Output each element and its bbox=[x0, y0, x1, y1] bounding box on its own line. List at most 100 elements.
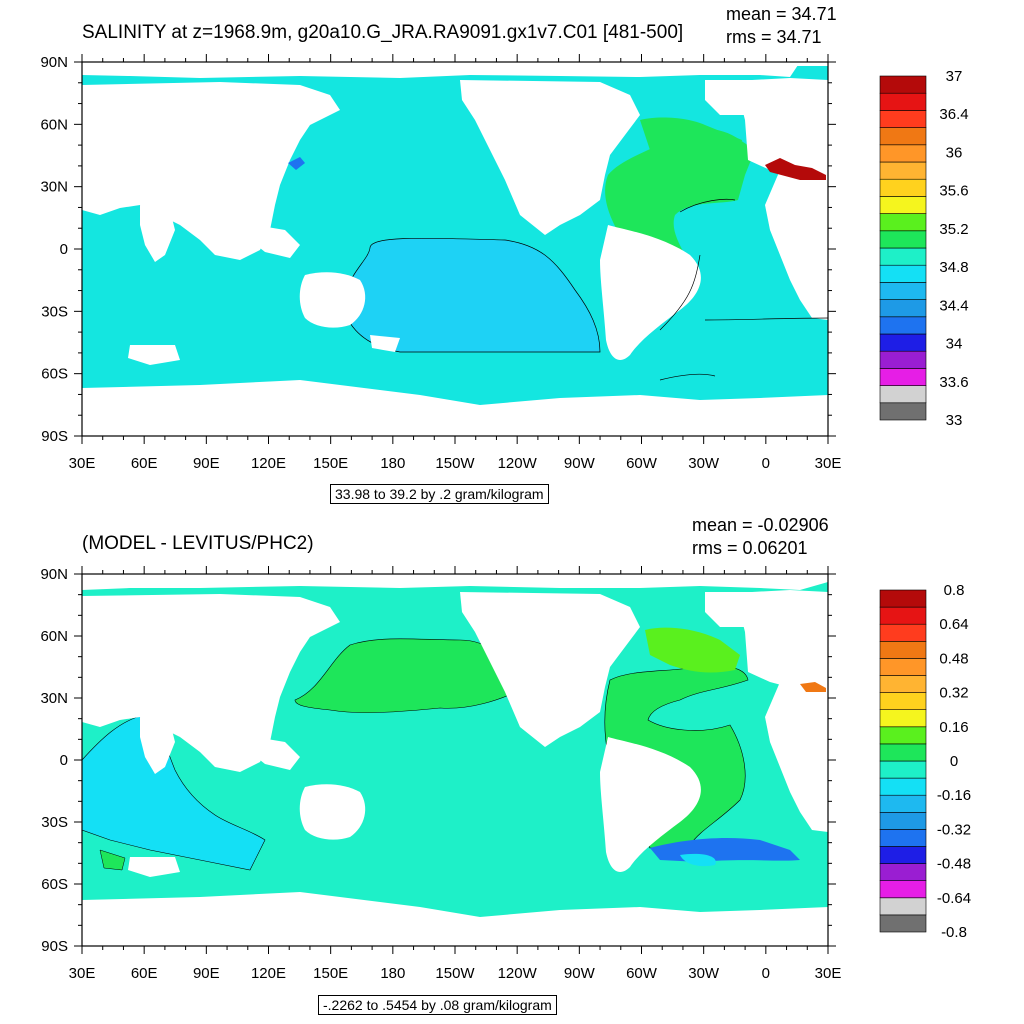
top-colorbar-label: 35.6 bbox=[939, 183, 968, 200]
bottom-colorbar-box bbox=[879, 589, 927, 608]
top-lon-label: 90E bbox=[193, 455, 220, 472]
top-lon-label: 180 bbox=[380, 455, 405, 472]
top-lon-label: 120E bbox=[251, 455, 286, 472]
bottom-colorbar-label: 0.8 bbox=[944, 582, 965, 599]
bottom-colorbar-box bbox=[879, 640, 927, 659]
bottom-colorbar-box bbox=[879, 623, 927, 642]
bottom-colorbar-label: 0.16 bbox=[939, 719, 968, 736]
bottom-colorbar-box bbox=[879, 846, 927, 864]
bottom-colorbar-label: 0.48 bbox=[939, 650, 968, 667]
bottom-mediterranean-positive bbox=[800, 682, 826, 692]
top-lon-label: 30W bbox=[688, 455, 720, 472]
top-okhotsk-low bbox=[288, 157, 305, 170]
top-contour-info: 33.98 to 39.2 by .2 gram/kilogram bbox=[330, 484, 549, 504]
bottom-lon-label: 150W bbox=[435, 965, 475, 982]
bottom-colorbar-box bbox=[879, 743, 927, 762]
bottom-lon-label: 120W bbox=[498, 965, 538, 982]
top-lat-label: 60S bbox=[41, 366, 68, 383]
bottom-colorbar-box bbox=[879, 777, 927, 796]
top-mediterranean-high bbox=[765, 158, 826, 180]
bottom-colorbar-label: -0.64 bbox=[937, 890, 971, 907]
bottom-lon-label: 150E bbox=[313, 965, 348, 982]
bottom-contour-info: -.2262 to .5454 by .08 gram/kilogram bbox=[318, 995, 557, 1015]
top-colorbar-box bbox=[879, 75, 927, 94]
top-lat-axis: 90S 60S 30S 0 30N 60N 90N bbox=[40, 54, 836, 445]
bottom-labrador-positive bbox=[645, 627, 740, 673]
bottom-lon-label: 90E bbox=[193, 965, 220, 982]
bottom-colorbar-box bbox=[879, 794, 927, 813]
bottom-colorbar-label: 0.64 bbox=[939, 616, 968, 633]
top-map-title: SALINITY at z=1968.9m, g20a10.G_JRA.RA90… bbox=[82, 22, 684, 43]
bottom-lon-label: 60W bbox=[626, 965, 658, 982]
bottom-lat-label: 90N bbox=[40, 566, 68, 583]
bottom-lon-label: 30W bbox=[688, 965, 720, 982]
top-colorbar-label: 35.2 bbox=[939, 221, 968, 238]
bottom-map-title: (MODEL - LEVITUS/PHC2) bbox=[82, 533, 314, 554]
bottom-lat-label: 90S bbox=[41, 938, 68, 955]
bottom-colorbar-label: -0.16 bbox=[937, 787, 971, 804]
bottom-lon-label: 90W bbox=[564, 965, 596, 982]
bottom-lon-label: 180 bbox=[380, 965, 405, 982]
bottom-mean-label: mean = -0.02906 bbox=[692, 515, 829, 535]
top-lat-label: 30N bbox=[40, 179, 68, 196]
bottom-lon-label: 120E bbox=[251, 965, 286, 982]
top-atlantic-contour bbox=[659, 198, 829, 331]
bottom-colorbar-box bbox=[879, 760, 927, 779]
top-lon-label: 0 bbox=[762, 455, 770, 472]
top-rms-label: rms = 34.71 bbox=[726, 27, 822, 47]
top-lat-label: 30S bbox=[41, 303, 68, 320]
bottom-colorbar-label: -0.48 bbox=[937, 856, 971, 873]
top-lat-label: 60N bbox=[40, 116, 68, 133]
bottom-colorbar-label: 0 bbox=[950, 753, 958, 770]
top-lat-label: 0 bbox=[60, 241, 68, 258]
top-colorbar-label: 33 bbox=[946, 412, 963, 429]
top-labrador-high-salinity bbox=[640, 117, 742, 150]
top-colorbar-label: 33.6 bbox=[939, 374, 968, 391]
top-lon-label: 150W bbox=[435, 455, 475, 472]
bottom-lon-label: 60E bbox=[131, 965, 158, 982]
bottom-colorbar-box bbox=[879, 914, 927, 933]
bottom-colorbar-box bbox=[879, 897, 927, 916]
bottom-lat-label: 60S bbox=[41, 876, 68, 893]
bottom-lon-label: 30E bbox=[69, 965, 96, 982]
top-colorbar-label: 34 bbox=[946, 336, 963, 353]
bottom-colorbar-box bbox=[879, 692, 927, 710]
bottom-indian-negative bbox=[81, 714, 266, 871]
top-lon-axis: 30E 60E 90E 120E 150E 180 150W 120W 90W 60W 30W 0 30… bbox=[69, 54, 842, 472]
bottom-colorbar-box bbox=[879, 829, 927, 847]
bottom-lat-label: 60N bbox=[40, 628, 68, 645]
top-lat-label: 90N bbox=[40, 54, 68, 71]
bottom-colorbar-label: -0.8 bbox=[941, 924, 967, 941]
top-colorbar-label: 37 bbox=[946, 68, 963, 85]
top-mean-label: mean = 34.71 bbox=[726, 4, 837, 24]
top-colorbar-label: 36.4 bbox=[939, 106, 968, 123]
bottom-lat-label: 30S bbox=[41, 814, 68, 831]
bottom-small-green-patch bbox=[99, 849, 126, 871]
top-lon-label: 60W bbox=[626, 455, 658, 472]
top-ocean-field bbox=[82, 62, 829, 436]
bottom-rms-label: rms = 0.06201 bbox=[692, 538, 808, 558]
bottom-lon-label: 30E bbox=[815, 965, 842, 982]
bottom-colorbar-box bbox=[879, 606, 927, 625]
bottom-colorbar-box bbox=[879, 709, 927, 728]
top-colorbar-label: 36 bbox=[946, 144, 963, 161]
bottom-colorbar-box bbox=[879, 880, 927, 899]
top-lon-label: 150E bbox=[313, 455, 348, 472]
top-lon-label: 120W bbox=[498, 455, 538, 472]
bottom-colorbar-box bbox=[879, 726, 927, 745]
bottom-satlantic-cyan bbox=[680, 853, 716, 867]
bottom-colorbar-box bbox=[879, 658, 927, 676]
bottom-land-mask bbox=[82, 574, 828, 946]
top-lon-label: 90W bbox=[564, 455, 596, 472]
bottom-lat-label: 30N bbox=[40, 690, 68, 707]
top-lon-label: 30E bbox=[69, 455, 96, 472]
bottom-lon-axis: 30E 60E 90E 120E 150E 180 150W 120W 90W 60W 30W 0 30… bbox=[69, 566, 842, 982]
bottom-ocean-field bbox=[81, 574, 828, 946]
bottom-colorbar-box bbox=[879, 811, 927, 830]
top-lon-label: 30E bbox=[815, 455, 842, 472]
bottom-colorbar-box bbox=[879, 863, 927, 881]
